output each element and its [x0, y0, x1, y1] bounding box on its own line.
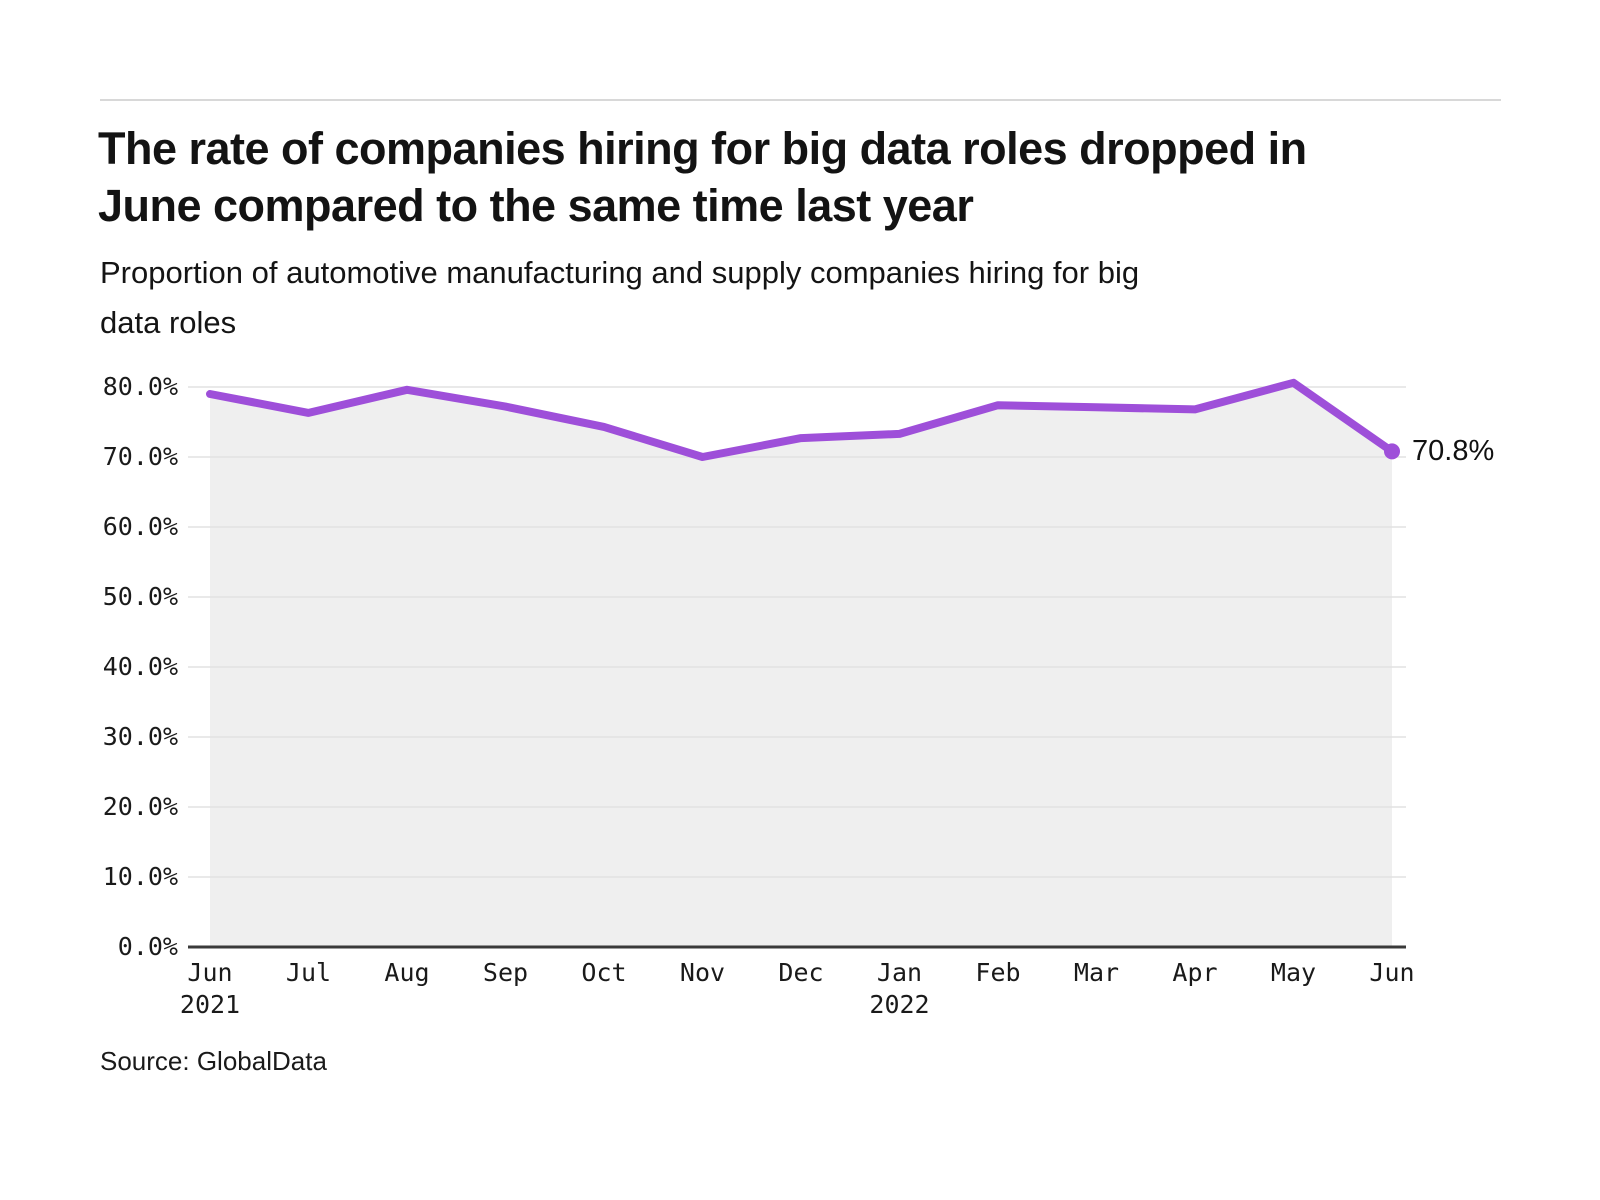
- y-tick-label: 30.0%: [102, 722, 178, 751]
- y-tick-label: 20.0%: [102, 792, 178, 821]
- x-tick-label: Aug: [384, 958, 430, 987]
- x-tick-label: Jul: [285, 958, 332, 987]
- x-tick-label: Apr: [1172, 958, 1218, 987]
- x-tick-label: Mar: [1073, 958, 1120, 987]
- x-tick-label: Feb: [975, 958, 1021, 987]
- chart-title: The rate of companies hiring for big dat…: [98, 123, 1307, 231]
- chart-subtitle: Proportion of automotive manufacturing a…: [100, 255, 1140, 340]
- x-tick-label: Jun: [187, 958, 233, 987]
- x-tick-label: Nov: [679, 958, 726, 987]
- y-tick-label: 60.0%: [102, 512, 178, 541]
- x-tick-label: Oct: [581, 958, 627, 987]
- y-tick-label: 10.0%: [102, 862, 178, 891]
- last-value-label: 70.8%: [1412, 435, 1495, 468]
- x-tick-label: Jun: [1369, 958, 1415, 987]
- trend-line: [206, 378, 1396, 461]
- end-point-dot: [1384, 443, 1400, 460]
- x-tick-label: May: [1270, 958, 1317, 987]
- x-tick-label: Sep: [482, 958, 529, 987]
- y-tick-label: 0.0%: [117, 932, 178, 961]
- area-fill: [210, 382, 1392, 947]
- x-tick-year-label: 2022: [869, 990, 930, 1019]
- top-divider: [100, 99, 1501, 101]
- x-tick-label: Dec: [778, 958, 824, 987]
- y-tick-label: 40.0%: [102, 652, 178, 681]
- x-tick-label: Jan: [876, 958, 923, 987]
- source-caption: Source: GlobalData: [100, 1046, 327, 1076]
- y-tick-label: 70.0%: [102, 442, 178, 471]
- y-tick-label: 50.0%: [102, 582, 178, 611]
- x-tick-year-label: 2021: [179, 990, 241, 1019]
- y-tick-label: 80.0%: [102, 372, 178, 401]
